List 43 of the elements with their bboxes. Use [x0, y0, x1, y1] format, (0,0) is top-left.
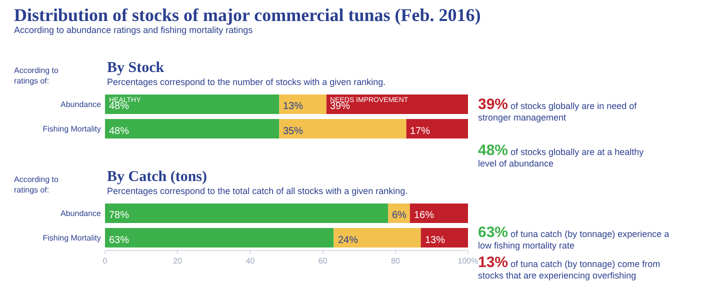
data-label: 63%: [109, 235, 130, 246]
text: 13% of tuna catch (by tonnage) come from stocks that are experiencing overfishing: [478, 254, 660, 281]
y-axis-title: According to ratings of:: [14, 175, 60, 194]
y-axis-title: According to ratings of:: [14, 66, 60, 86]
data-label: 6%: [392, 210, 407, 221]
bar: [334, 228, 421, 248]
bar: [279, 94, 326, 114]
x-tick-label: 20: [173, 256, 183, 266]
chart-title: By Stock: [107, 60, 165, 76]
bar: [105, 118, 280, 139]
chart-title: By Catch (tons): [107, 169, 207, 185]
bar: [105, 94, 280, 114]
chart-subtitle: Percentages correspond to the number of stocks with a given ranking.: [107, 77, 386, 87]
data-label: 39%: [478, 96, 508, 113]
text: Distribution of stocks of major commercial tunas (Feb. 2016): [14, 5, 481, 25]
data-label: 35%: [283, 126, 304, 137]
data-label: 78%: [109, 210, 130, 221]
text: According to abundance ratings and fishing mortality ratings: [14, 25, 254, 35]
x-tick-label: 40: [246, 256, 256, 266]
y-tick-label: Fishing Mortality: [42, 234, 101, 243]
x-tick-label: 60: [318, 256, 328, 266]
data-label: 24%: [338, 235, 358, 246]
data-label: 48%: [109, 126, 130, 137]
y-tick-label: Fishing Mortality: [42, 124, 101, 134]
data-label: 48%: [109, 101, 130, 112]
bar: [105, 203, 388, 224]
x-tick-label: 80: [390, 256, 400, 266]
y-tick-label: Abundance: [60, 209, 102, 218]
x-tick-label: 100%: [458, 256, 478, 266]
bar: [105, 228, 334, 248]
bar: [420, 228, 468, 248]
data-label: 13%: [425, 235, 446, 246]
y-tick-label: Abundance: [60, 100, 102, 110]
data-label: 16%: [414, 210, 434, 221]
bar: [279, 118, 406, 139]
bar: [406, 118, 468, 139]
text: 39%: [330, 101, 350, 112]
x-tick-label: 0: [102, 256, 108, 266]
data-label: 13%: [283, 101, 304, 112]
chart-subtitle: Percentages correspond to the total catch of all stocks with a given ranking.: [107, 186, 408, 196]
bar: [410, 203, 468, 224]
text: 48% of stocks globally are at a healthy level of abundance: [478, 142, 644, 169]
data-label: 17%: [410, 126, 430, 137]
